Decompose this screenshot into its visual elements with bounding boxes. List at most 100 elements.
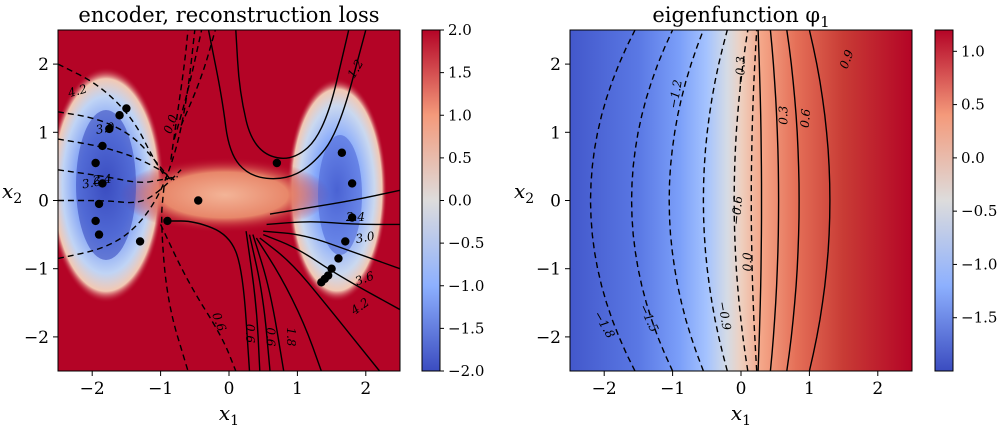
- panel1-ylabel: x2: [2, 179, 22, 207]
- contour-line: [668, 30, 705, 371]
- contour-line: [58, 63, 168, 181]
- contour-label: −0.3: [733, 56, 748, 86]
- contour-line: [262, 233, 400, 311]
- colorbar-tick-label: 2.0: [448, 21, 472, 39]
- colorbar-tick-label: 1.0: [448, 106, 472, 124]
- data-point: [194, 196, 203, 205]
- colorbar1: 2.0 1.5 1.0 0.5 0.0 −0.5 −1.0 −1.5 −2.0: [421, 21, 484, 380]
- contour-line: [263, 230, 400, 270]
- data-point: [115, 111, 124, 120]
- y-tick-label: 1: [38, 123, 49, 143]
- panel1-yticks: 2 1 0 −1 −2: [24, 55, 58, 348]
- y-tick-label: 1: [550, 123, 561, 143]
- y-tick-label: −2: [536, 328, 561, 348]
- contour-line: [733, 30, 749, 371]
- contour-line: [58, 169, 178, 183]
- colorbar-tick-label: 1.0: [961, 42, 985, 60]
- x-tick-label: −2: [592, 379, 617, 399]
- y-tick-label: 0: [38, 192, 49, 212]
- data-point: [91, 216, 100, 226]
- colorbar-tick-label: 0.0: [961, 149, 985, 167]
- data-point: [94, 199, 104, 209]
- contour-line: [180, 30, 216, 126]
- contour-line: [589, 30, 636, 371]
- x-tick-label: 0: [736, 379, 747, 399]
- x-tick-label: 0: [224, 379, 235, 399]
- contour-line: [248, 234, 271, 371]
- y-tick-label: −2: [24, 328, 49, 348]
- contour-line: [757, 30, 763, 371]
- contour-line: [167, 220, 251, 371]
- x-tick-label: 2: [360, 379, 371, 399]
- x-tick-label: 1: [292, 379, 303, 399]
- data-point: [317, 278, 326, 287]
- y-tick-label: 2: [38, 55, 49, 75]
- data-point: [122, 104, 131, 113]
- panel-encoder: encoder, reconstruction loss 4.2 3.6 3.0 2.…: [2, 3, 484, 429]
- data-point: [163, 216, 172, 226]
- colorbar-tick-label: −1.5: [961, 309, 997, 327]
- panel2-yticks: 2 1 0 −1 −2: [536, 55, 570, 348]
- y-tick-label: 2: [550, 55, 561, 75]
- contour-label: 0.0: [740, 252, 754, 271]
- contour-line: [266, 221, 400, 226]
- panel2-xticks: −2 −1 0 1 2: [592, 371, 883, 399]
- colorbar-tick-label: −0.5: [448, 234, 484, 252]
- colorbar-tick-label: 0.0: [448, 192, 472, 210]
- data-point: [341, 237, 350, 246]
- y-tick-label: −1: [536, 260, 561, 280]
- colorbar-tick-label: −1.0: [961, 255, 997, 273]
- contour-label: 4.2: [65, 82, 88, 101]
- contour-line: [630, 30, 674, 371]
- contour-line: [170, 30, 189, 160]
- contour-line: [245, 231, 261, 371]
- panel2-ylabel: x2: [514, 179, 534, 207]
- data-point: [94, 230, 104, 239]
- contour-line: [235, 30, 350, 159]
- contour-label: −0.6: [729, 195, 746, 226]
- data-point: [334, 254, 343, 263]
- x-tick-label: −1: [660, 379, 685, 399]
- data-point: [135, 237, 145, 246]
- panel1-xticks: −2 −1 0 1 2: [80, 371, 371, 399]
- data-point: [347, 179, 357, 188]
- contour-label: 3.0: [354, 229, 376, 246]
- x-tick-label: 1: [804, 379, 815, 399]
- contour-label: 0.3: [777, 105, 791, 124]
- contour-line: [252, 234, 285, 371]
- data-point: [91, 158, 100, 168]
- data-point: [347, 213, 357, 222]
- contour-label: 3.6: [353, 269, 376, 289]
- colorbar-tick-label: −1.0: [448, 277, 484, 295]
- contour-label: 0.6: [264, 327, 278, 346]
- data-point: [337, 148, 347, 157]
- panel1-contours: [58, 30, 400, 371]
- data-point: [105, 124, 114, 134]
- panel1-points: [91, 104, 357, 287]
- x-tick-label: 2: [872, 379, 883, 399]
- colorbar-tick-label: −0.5: [961, 202, 997, 220]
- colorbar-tick-label: 1.5: [448, 64, 472, 82]
- panel-eigenfunction: eigenfunction φ1 −1.8 −1.5−1.2−0.9−0.6−0.…: [514, 3, 997, 429]
- contour-line: [58, 138, 175, 181]
- contour-line: [786, 30, 800, 371]
- y-tick-label: −1: [24, 260, 49, 280]
- contour-line: [255, 237, 322, 371]
- contour-label: 0.9: [837, 48, 857, 71]
- panel2-contours: [589, 30, 831, 371]
- contour-line: [259, 237, 381, 371]
- contour-line: [269, 189, 400, 215]
- colorbar-tick-label: −1.5: [448, 319, 484, 337]
- colorbar-tick-label: −2.0: [448, 362, 484, 380]
- contour-label: 0.0: [161, 112, 181, 135]
- x-tick-label: −2: [80, 379, 105, 399]
- panel2-xlabel: x1: [731, 401, 751, 429]
- contour-label: 1.8: [284, 327, 298, 346]
- contour-label: −1.2: [666, 79, 685, 110]
- x-tick-label: −1: [148, 379, 173, 399]
- contour-line: [808, 30, 831, 371]
- data-point: [98, 141, 107, 151]
- contour-label: 3.6: [81, 174, 103, 191]
- contour-line: [173, 30, 203, 140]
